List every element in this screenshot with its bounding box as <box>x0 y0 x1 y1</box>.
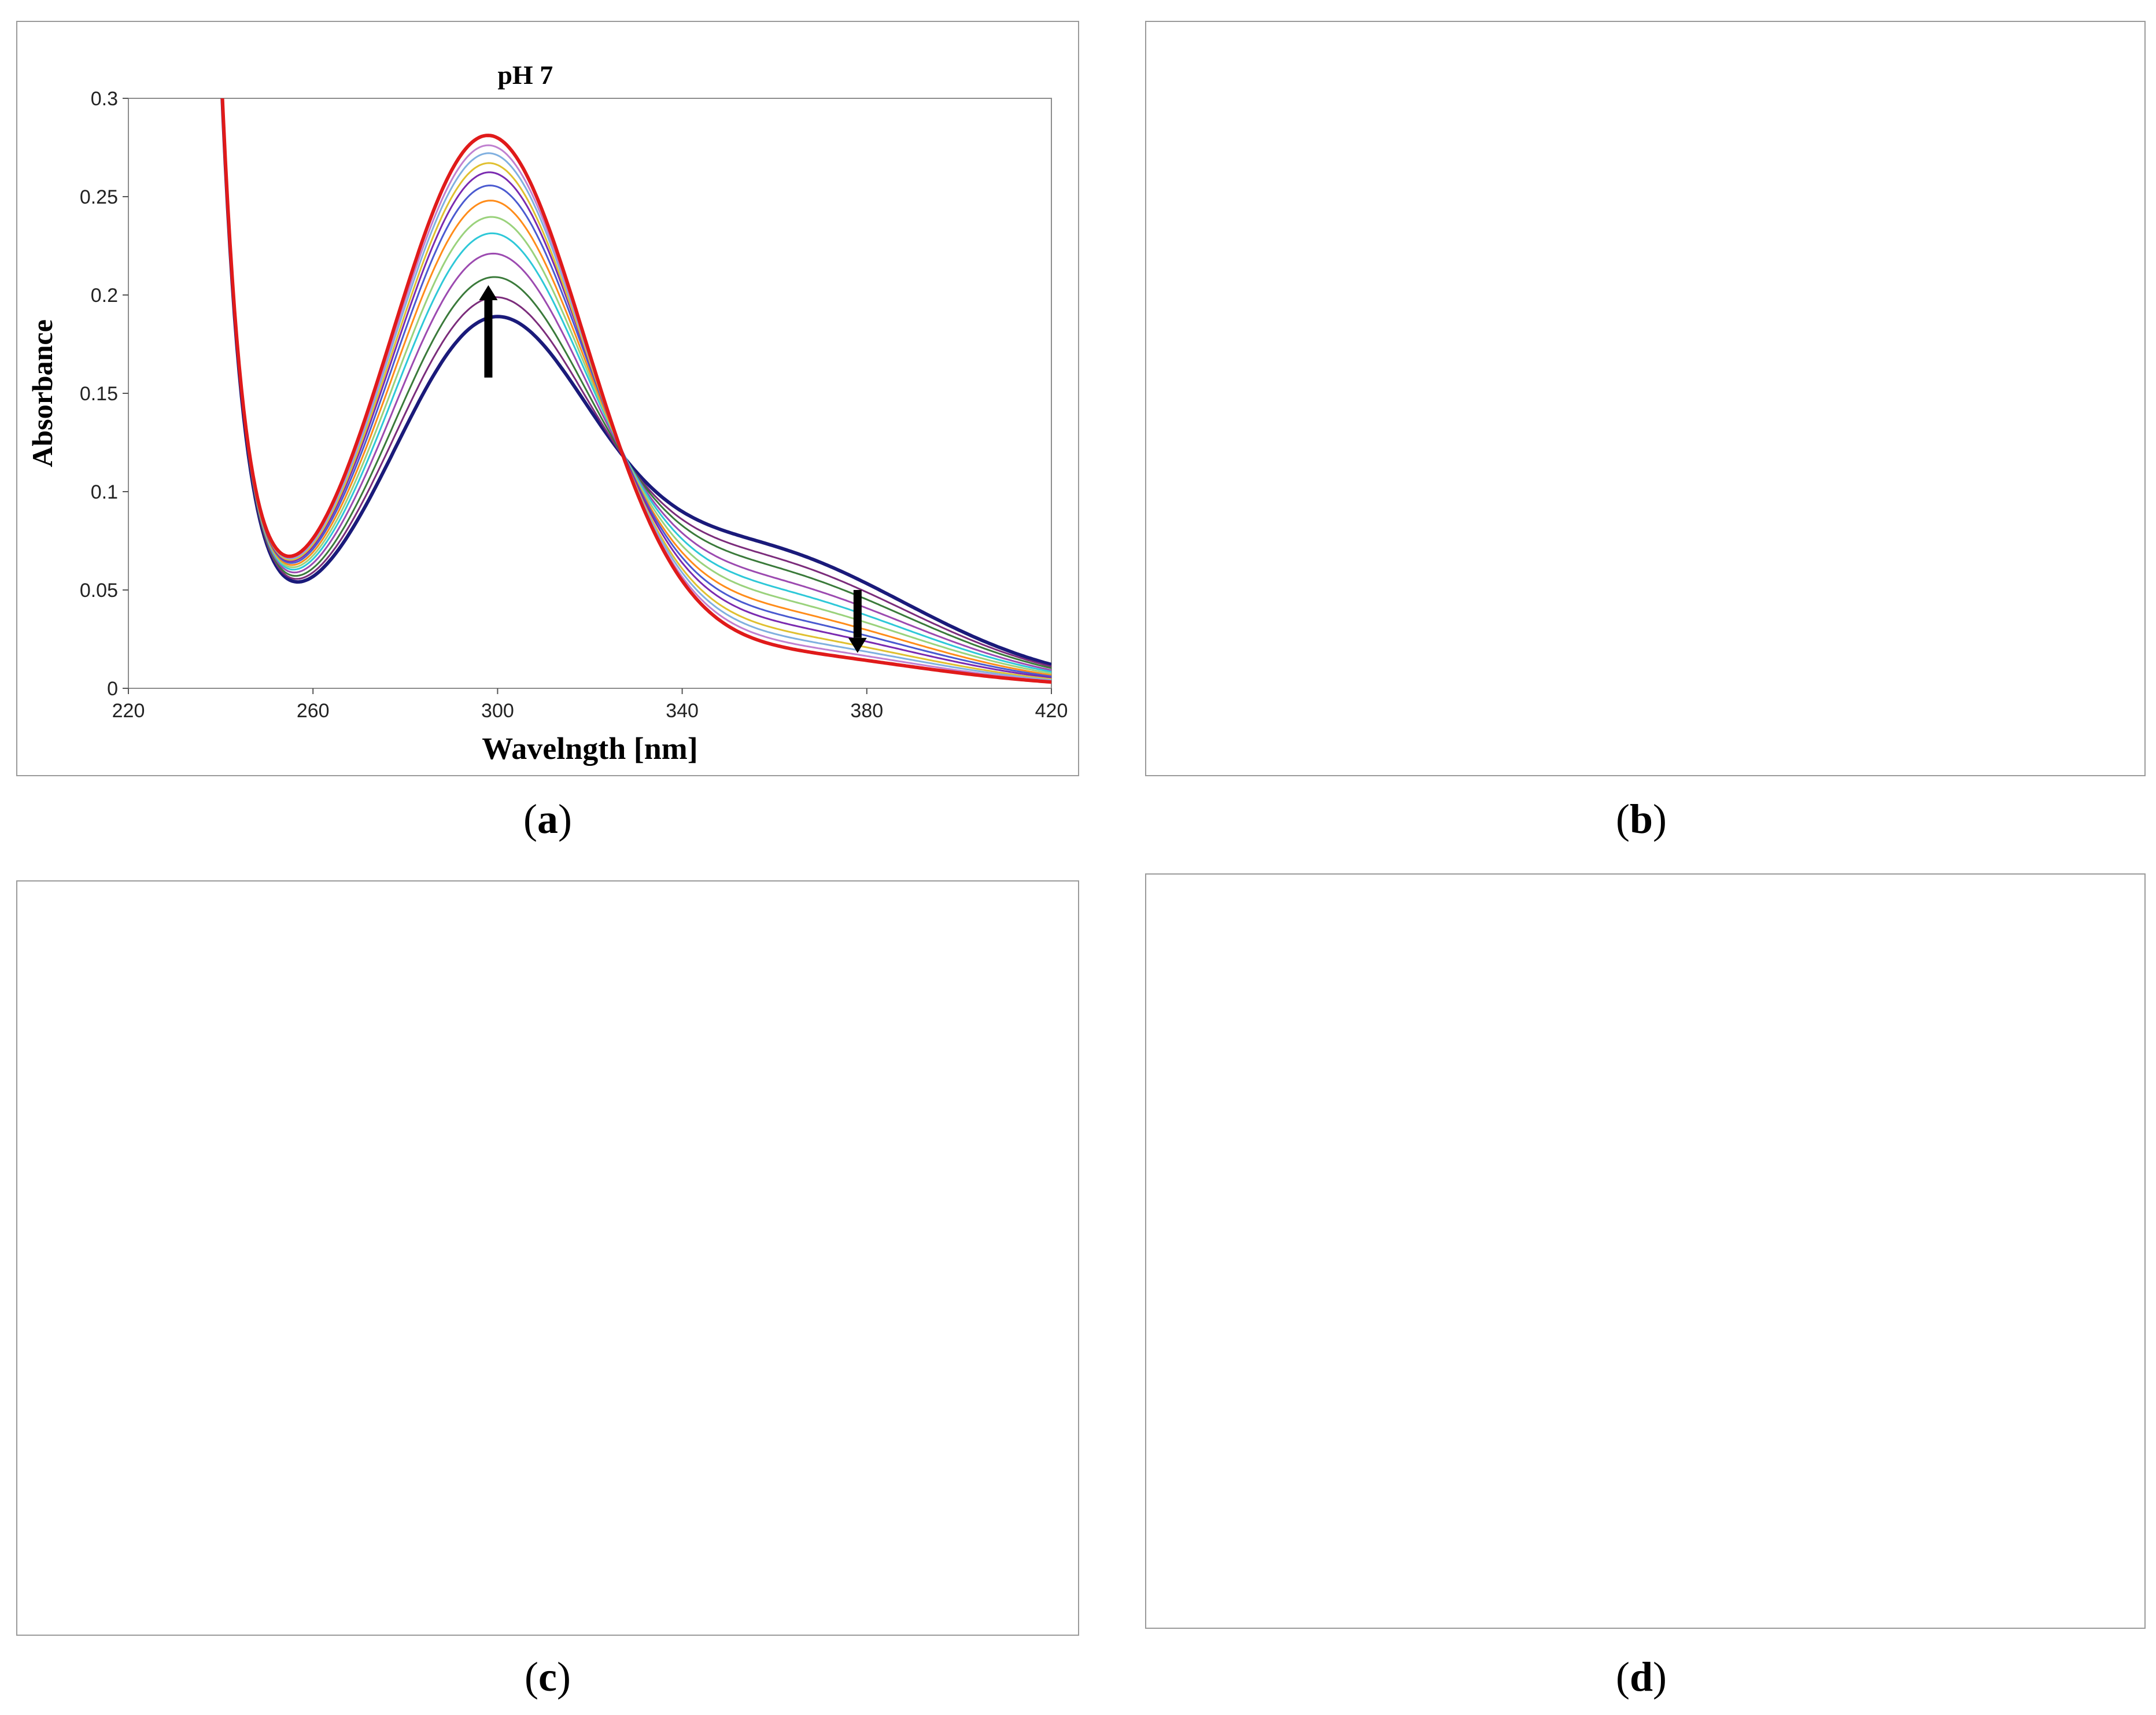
chart-title: pH 7 <box>497 60 553 90</box>
y-tick-label: 0.3 <box>91 88 118 110</box>
panel-d-caption: (d) <box>1615 1654 1667 1700</box>
panel-b-caption: (b) <box>1615 796 1667 842</box>
series-line-12 <box>221 98 1051 682</box>
series-line-10 <box>221 98 1051 680</box>
arrow-up-head <box>479 285 498 300</box>
x-axis-label: Wavelngth [nm] <box>482 731 698 766</box>
panel-b-frame <box>1145 21 2146 776</box>
series-line-11 <box>221 98 1051 681</box>
x-tick-label: 420 <box>1035 700 1068 722</box>
y-tick-label: 0.1 <box>91 481 118 503</box>
series-line-final <box>220 98 1051 684</box>
series-line-2 <box>221 98 1051 667</box>
panel-c-frame <box>16 880 1079 1636</box>
series-line-6 <box>221 98 1051 674</box>
series-group <box>220 98 1051 684</box>
series-line-3 <box>221 98 1051 669</box>
y-tick-label: 0 <box>107 678 118 700</box>
x-tick-label: 340 <box>666 700 699 722</box>
chart-panel-a: 0 0.05 0.1 0.15 0.2 0.25 0.3 220 260 300 340 380 420… <box>26 60 1068 766</box>
panel-a-caption: (a) <box>523 796 572 842</box>
x-tick-label: 220 <box>112 700 145 722</box>
series-line-4 <box>221 98 1051 672</box>
series-line-7 <box>221 98 1051 676</box>
x-tick-label: 380 <box>850 700 883 722</box>
series-line-9 <box>221 98 1051 679</box>
arrow-down-head <box>848 637 867 653</box>
plot-area <box>128 98 1052 689</box>
panel-d-frame <box>1145 873 2146 1629</box>
series-line-initial <box>220 98 1051 666</box>
series-line-8 <box>221 98 1051 677</box>
panel-c-caption: (c) <box>525 1654 571 1700</box>
y-tick-label: 0.25 <box>80 186 118 208</box>
y-tick-label: 0.15 <box>80 383 118 405</box>
series-line-5 <box>221 98 1051 673</box>
y-axis-label: Absorbance <box>26 319 58 467</box>
y-tick-label: 0.2 <box>91 285 118 307</box>
y-tick-label: 0.05 <box>80 580 118 602</box>
x-tick-label: 260 <box>297 700 330 722</box>
x-tick-label: 300 <box>481 700 514 722</box>
